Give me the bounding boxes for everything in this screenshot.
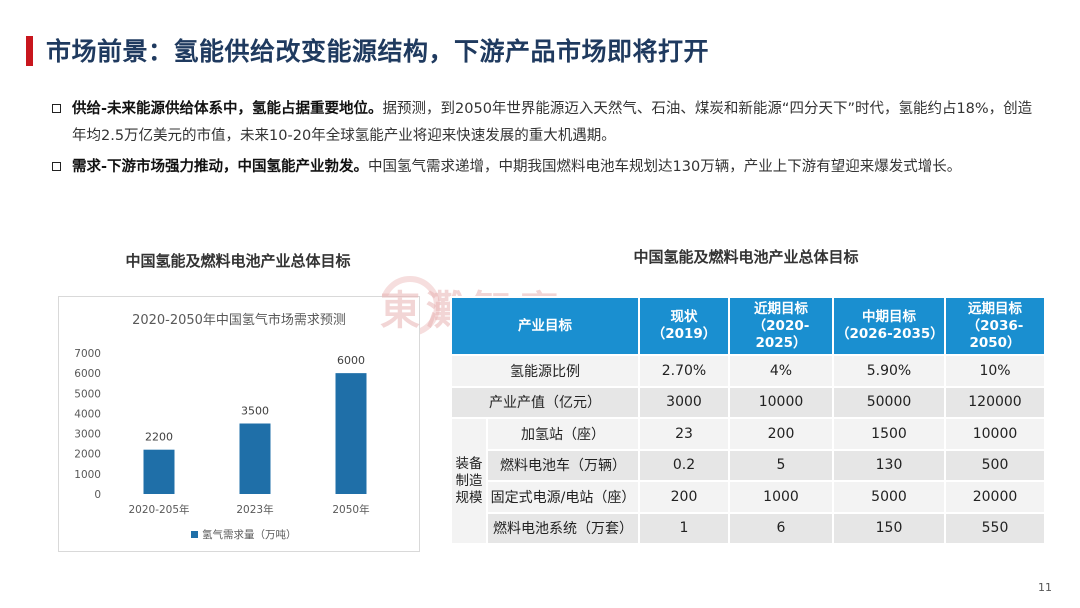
bar xyxy=(143,449,175,494)
value-cell: 10000 xyxy=(728,385,834,419)
x-tick-label: 2050年 xyxy=(332,503,369,516)
row-label-cell: 燃料电池车（万辆） xyxy=(486,448,640,482)
value-cell: 10% xyxy=(944,354,1046,388)
value-cell: 0.2 xyxy=(638,448,730,482)
y-tick-label: 3000 xyxy=(74,429,101,441)
value-cell: 1 xyxy=(638,511,730,545)
value-cell: 50000 xyxy=(832,385,946,419)
table-header-cell: 近期目标 （2020- 2025） xyxy=(728,296,834,356)
value-cell: 1500 xyxy=(832,417,946,451)
group-label-cell: 装备 制造 规模 xyxy=(450,417,488,545)
value-cell: 20000 xyxy=(944,480,1046,514)
legend-swatch xyxy=(191,531,198,538)
table-header-row: 产业目标 现状 （2019） 近期目标 （2020- 2025） 中期目标 （2026-203… xyxy=(450,296,1046,356)
value-cell: 1000 xyxy=(728,480,834,514)
row-label-cell: 燃料电池系统（万套） xyxy=(486,511,640,545)
table-row: 燃料电池车（万辆） 0.2 5 130 500 xyxy=(451,448,1046,482)
value-cell: 4% xyxy=(728,354,834,388)
goal-table: 产业目标 现状 （2019） 近期目标 （2020- 2025） 中期目标 （2026-203… xyxy=(450,296,1046,545)
title-accent-bar xyxy=(26,36,33,66)
table-header-cell: 现状 （2019） xyxy=(638,296,730,356)
bar-chart: 2020-2050年中国氢气市场需求预测 0 1000 2000 3000 4000 500… xyxy=(58,296,420,552)
row-label-cell: 产业产值（亿元） xyxy=(450,385,640,419)
value-cell: 5.90% xyxy=(832,354,946,388)
value-cell: 6 xyxy=(728,511,834,545)
value-cell: 10000 xyxy=(944,417,1046,451)
square-bullet-icon xyxy=(52,162,61,171)
bullet-supply-heading: 供给-未来能源供给体系中，氢能占据重要地位。 xyxy=(72,101,383,117)
bullet-demand-heading: 需求-下游市场强力推动，中国氢能产业勃发。 xyxy=(72,159,369,175)
value-cell: 550 xyxy=(944,511,1046,545)
bar-value-label: 3500 xyxy=(241,405,269,418)
value-cell: 120000 xyxy=(944,385,1046,419)
x-tick-label: 2023年 xyxy=(236,503,273,516)
bar xyxy=(239,423,271,494)
value-cell: 200 xyxy=(638,480,730,514)
bullet-supply: 供给-未来能源供给体系中，氢能占据重要地位。据预测，到2050年世界能源迈入天然… xyxy=(52,96,1042,150)
y-tick-label: 5000 xyxy=(74,388,101,400)
table-header-cell: 中期目标 （2026-2035） xyxy=(832,296,946,356)
value-cell: 3000 xyxy=(638,385,730,419)
table-header-cell: 远期目标 （2036-2050） xyxy=(944,296,1046,356)
row-label-cell: 固定式电源/电站（座） xyxy=(486,480,640,514)
page-number: 11 xyxy=(1038,581,1052,594)
chart-caption: 中国氢能及燃料电池产业总体目标 xyxy=(125,252,351,270)
bullet-demand-text: 中国氢气需求递增，中期我国燃料电池车规划达130万辆，产业上下游有望迎来爆发式增… xyxy=(368,159,962,175)
bar-chart-svg: 2020-2050年中国氢气市场需求预测 0 1000 2000 3000 4000 500… xyxy=(74,312,369,541)
value-cell: 150 xyxy=(832,511,946,545)
table-caption: 中国氢能及燃料电池产业总体目标 xyxy=(633,248,859,266)
value-cell: 5 xyxy=(728,448,834,482)
table-row: 产业产值（亿元） 3000 10000 50000 120000 xyxy=(450,385,1046,419)
bar-value-label: 2200 xyxy=(145,431,173,444)
square-bullet-icon xyxy=(52,104,61,113)
value-cell: 200 xyxy=(728,417,834,451)
y-tick-label: 7000 xyxy=(74,348,101,360)
legend-label: 氢气需求量（万吨） xyxy=(202,528,297,541)
table-row: 氢能源比例 2.70% 4% 5.90% 10% xyxy=(450,354,1046,388)
table-row: 装备 制造 规模 加氢站（座） 23 200 1500 10000 xyxy=(450,417,1046,545)
value-cell: 130 xyxy=(832,448,946,482)
y-tick-label: 2000 xyxy=(74,449,101,461)
value-cell: 5000 xyxy=(832,480,946,514)
bar xyxy=(335,373,367,494)
chart-title: 2020-2050年中国氢气市场需求预测 xyxy=(132,312,346,328)
row-label-cell: 加氢站（座） xyxy=(486,417,640,451)
bar-value-label: 6000 xyxy=(337,354,365,367)
bullet-demand: 需求-下游市场强力推动，中国氢能产业勃发。中国氢气需求递增，中期我国燃料电池车规… xyxy=(52,154,1042,181)
table-row: 固定式电源/电站（座） 200 1000 5000 20000 xyxy=(451,480,1046,514)
page-title: 市场前景：氢能供给改变能源结构，下游产品市场即将打开 xyxy=(46,37,710,66)
value-cell: 2.70% xyxy=(638,354,730,388)
row-label-cell: 氢能源比例 xyxy=(450,354,640,388)
table-header-cell: 产业目标 xyxy=(450,296,640,356)
y-tick-label: 4000 xyxy=(74,408,101,420)
y-tick-label: 1000 xyxy=(74,469,101,481)
y-tick-label: 6000 xyxy=(74,368,101,380)
value-cell: 23 xyxy=(638,417,730,451)
value-cell: 500 xyxy=(944,448,1046,482)
table-row: 燃料电池系统（万套） 1 6 150 550 xyxy=(451,511,1046,545)
x-tick-label: 2020-205年 xyxy=(128,503,189,516)
bullet-supply-text: 据预测，到2050年世界能源迈入天然气、石油、煤炭和新能源“四分天下”时代，氢能… xyxy=(72,101,1033,144)
bullet-list: 供给-未来能源供给体系中，氢能占据重要地位。据预测，到2050年世界能源迈入天然… xyxy=(52,96,1042,185)
y-tick-label: 0 xyxy=(94,489,101,501)
